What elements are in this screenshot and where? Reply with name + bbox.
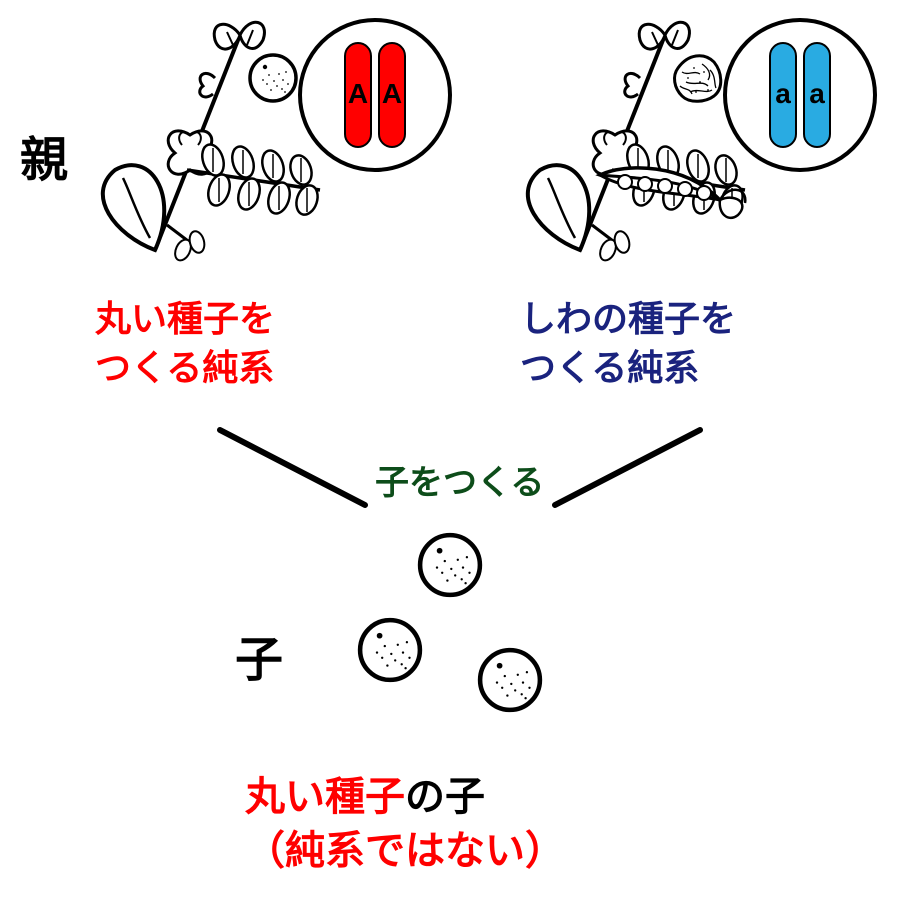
parent-plant-right bbox=[528, 22, 746, 263]
left-parent-caption: 丸い種子を つくる純系 bbox=[95, 295, 275, 392]
parent-seed-wrinkled bbox=[675, 56, 721, 102]
left-parent-caption-line2: つくる純系 bbox=[95, 347, 274, 388]
offspring-caption-black: の子 bbox=[405, 775, 485, 819]
right-parent-caption-line2: つくる純系 bbox=[520, 347, 699, 388]
cell-dominant: A A bbox=[300, 20, 450, 170]
allele-label-a2: a bbox=[809, 78, 825, 109]
right-parent-caption-line1: しわの種子を bbox=[520, 298, 736, 339]
allele-label-a1: a bbox=[775, 78, 791, 109]
parent-label: 親 bbox=[20, 120, 68, 190]
cell-recessive: a a bbox=[725, 20, 875, 170]
parent-seed-round bbox=[250, 55, 296, 101]
offspring-seeds bbox=[360, 535, 540, 710]
parent-plant-left bbox=[103, 22, 321, 263]
offspring-caption-line2: （純系ではない） bbox=[245, 829, 565, 873]
right-parent-caption: しわの種子を つくる純系 bbox=[520, 295, 736, 392]
left-parent-caption-line1: 丸い種子を bbox=[95, 298, 275, 339]
offspring-caption-red: 丸い種子 bbox=[245, 775, 405, 819]
child-label: 子 bbox=[235, 620, 283, 690]
allele-label-A2: A bbox=[382, 78, 402, 109]
cross-line-right bbox=[555, 430, 700, 505]
cross-line-left bbox=[220, 430, 365, 505]
allele-label-A1: A bbox=[348, 78, 368, 109]
cross-action-label: 子をつくる bbox=[375, 455, 544, 504]
offspring-caption: 丸い種子の子 （純系ではない） bbox=[245, 770, 565, 878]
